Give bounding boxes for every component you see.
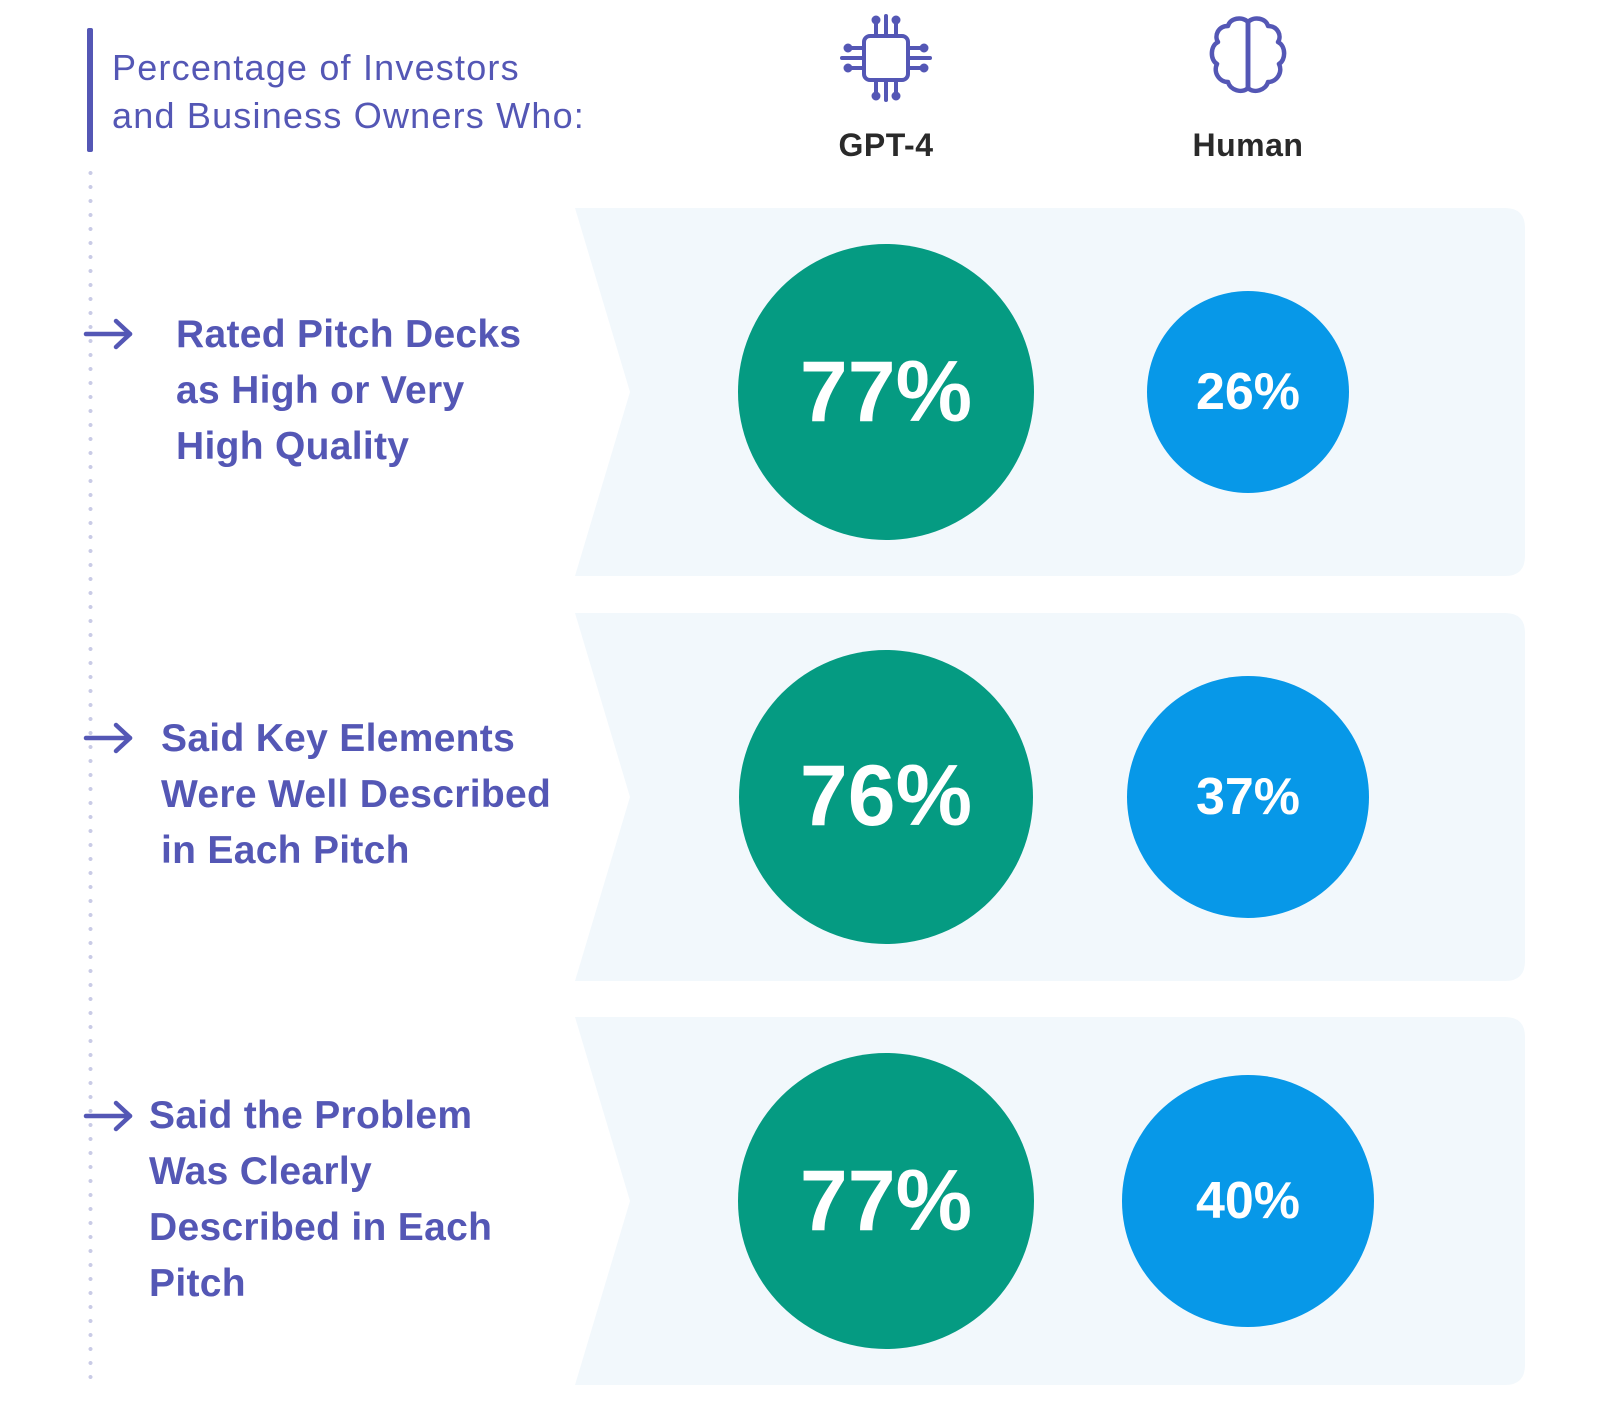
row-label-line: Described in Each <box>149 1206 493 1249</box>
gpt-value-bubble: 76% <box>738 649 1034 945</box>
human-value-bubble: 37% <box>1126 675 1370 919</box>
row-label: Rated Pitch Decks as High or Very High Q… <box>176 307 521 475</box>
human-value-bubble: 26% <box>1146 290 1350 494</box>
row-panel <box>575 208 1525 576</box>
arrow-right-icon <box>83 316 135 357</box>
row-label-line: Pitch <box>149 1262 246 1305</box>
row-label-line: Rated Pitch Decks <box>176 313 522 356</box>
row-label: Said the Problem Was Clearly Described i… <box>149 1088 492 1312</box>
brain-icon <box>1204 14 1292 103</box>
header-accent-bar <box>87 28 93 152</box>
row-label-line: as High or Very <box>176 369 465 412</box>
gpt-value-bubble: 77% <box>738 244 1034 540</box>
cpu-chip-icon <box>834 8 938 113</box>
row-label-line: in Each Pitch <box>161 829 410 872</box>
row-label-line: Was Clearly <box>149 1150 372 1193</box>
header-title-line: Percentage of Investors <box>112 47 520 88</box>
gpt-value-bubble: 77% <box>738 1053 1034 1349</box>
row-label: Said Key Elements Were Well Described in… <box>161 711 551 879</box>
series-label-human: Human <box>1192 127 1304 163</box>
row-panel <box>575 1017 1525 1385</box>
arrow-right-icon <box>83 1098 135 1139</box>
row-label-line: Were Well Described <box>161 773 552 816</box>
human-value-bubble: 40% <box>1122 1075 1374 1327</box>
row-panel <box>575 613 1525 981</box>
header-title: Percentage of Investors and Business Own… <box>112 44 632 140</box>
arrow-right-icon <box>83 720 135 761</box>
dotted-timeline <box>88 166 93 1386</box>
row-label-line: Said Key Elements <box>161 717 516 760</box>
header-title-line: and Business Owners Who: <box>112 95 585 136</box>
series-label-gpt: GPT-4 <box>838 127 934 163</box>
row-label-line: High Quality <box>176 425 410 468</box>
row-label-line: Said the Problem <box>149 1094 473 1137</box>
